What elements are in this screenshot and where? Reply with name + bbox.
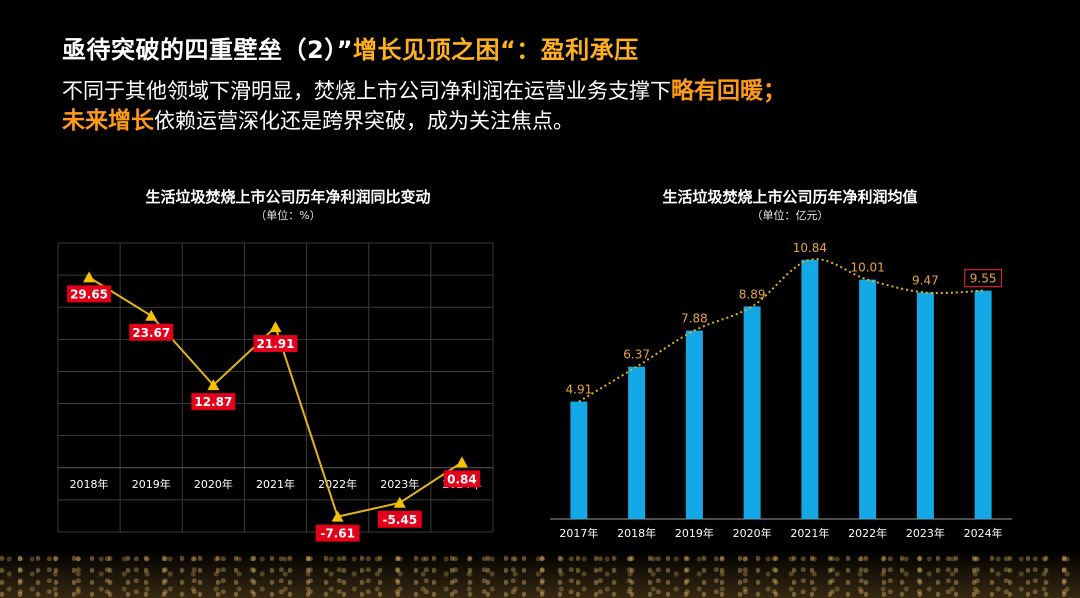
data-label: 9.55: [970, 272, 997, 286]
x-tick-label: 2020年: [194, 477, 233, 491]
subtitle-line1-highlight: 略有回暖；: [671, 78, 786, 104]
data-label-box: [443, 470, 481, 488]
bar: [801, 259, 819, 519]
data-label: 10.01: [850, 261, 884, 275]
x-tick-label: 2022年: [318, 477, 357, 491]
x-tick-label: 2019年: [132, 477, 171, 491]
data-label-box: [129, 323, 174, 341]
data-point-marker: [269, 321, 282, 333]
data-point-marker: [393, 496, 406, 508]
subtitle-line1: 不同于其他领域下滑明显，焚烧上市公司净利润在运营业务支撑下: [62, 79, 671, 103]
x-tick-label: 2023年: [906, 526, 945, 540]
right-chart-unit: （单位：亿元）: [751, 209, 829, 222]
x-tick-label: 2018年: [70, 477, 109, 491]
x-tick-label: 2019年: [675, 526, 714, 540]
data-label: 23.67: [132, 326, 170, 340]
data-label: 9.47: [912, 274, 939, 288]
title-main: 亟待突破的四重壁垒（2）”: [62, 36, 353, 64]
data-label: 6.37: [623, 348, 650, 362]
bar: [685, 330, 703, 519]
left-chart-grid: [57, 242, 494, 533]
trend-line: [578, 258, 984, 403]
right-chart-title: 生活垃圾焚烧上市公司历年净利润均值: [662, 188, 918, 206]
bar: [859, 279, 877, 519]
left-chart-title: 生活垃圾焚烧上市公司历年净利润同比变动: [145, 188, 431, 206]
bar: [628, 366, 646, 519]
x-tick-label: 2020年: [733, 526, 772, 540]
highlight-label-box: [964, 269, 1003, 288]
data-label-box: [191, 393, 236, 411]
x-tick-label: 2022年: [848, 526, 887, 540]
data-label-box: [377, 510, 422, 528]
data-point-marker: [83, 271, 96, 283]
x-tick-label: 2023年: [380, 477, 419, 491]
bar: [974, 290, 992, 519]
x-tick-label: 2021年: [256, 477, 295, 491]
x-tick-label: 2021年: [790, 526, 829, 540]
subtitle-line2-highlight: 未来增长: [62, 108, 154, 134]
x-tick-label: 2018年: [617, 526, 656, 540]
subtitle-line2: 依赖运营深化还是跨界突破，成为关注焦点。: [154, 109, 574, 133]
data-label: 10.84: [793, 241, 827, 255]
data-point-marker: [331, 510, 344, 522]
data-label: 12.87: [194, 395, 232, 409]
bar: [916, 292, 934, 519]
data-point-marker: [455, 456, 468, 468]
data-label: 8.89: [739, 287, 766, 301]
title-highlight: 增长见顶之困“：盈利承压: [352, 36, 639, 64]
data-label-box: [67, 285, 112, 303]
data-label: 0.84: [447, 472, 477, 486]
page-subtitle: 不同于其他领域下滑明显，焚烧上市公司净利润在运营业务支撑下略有回暖； 未来增长依…: [62, 76, 1042, 136]
bar: [743, 306, 761, 519]
data-label-box: [315, 524, 360, 542]
page-title: 亟待突破的四重壁垒（2）”增长见顶之困“：盈利承压: [62, 30, 639, 65]
data-label: 21.91: [257, 337, 295, 351]
data-point-marker: [145, 309, 158, 321]
data-label: -5.45: [382, 513, 417, 527]
glitter-footer: [0, 550, 1080, 598]
left-chart-unit: （单位：%）: [255, 209, 321, 222]
bar: [570, 401, 588, 519]
data-label: 7.88: [681, 312, 708, 326]
x-tick-label: 2024年: [964, 526, 1003, 540]
data-label: 4.91: [566, 383, 593, 397]
data-label-box: [253, 335, 298, 353]
data-label: 29.65: [70, 287, 108, 301]
data-label: -7.61: [320, 527, 355, 541]
x-tick-label: 2017年: [559, 526, 598, 540]
data-point-marker: [207, 379, 220, 391]
